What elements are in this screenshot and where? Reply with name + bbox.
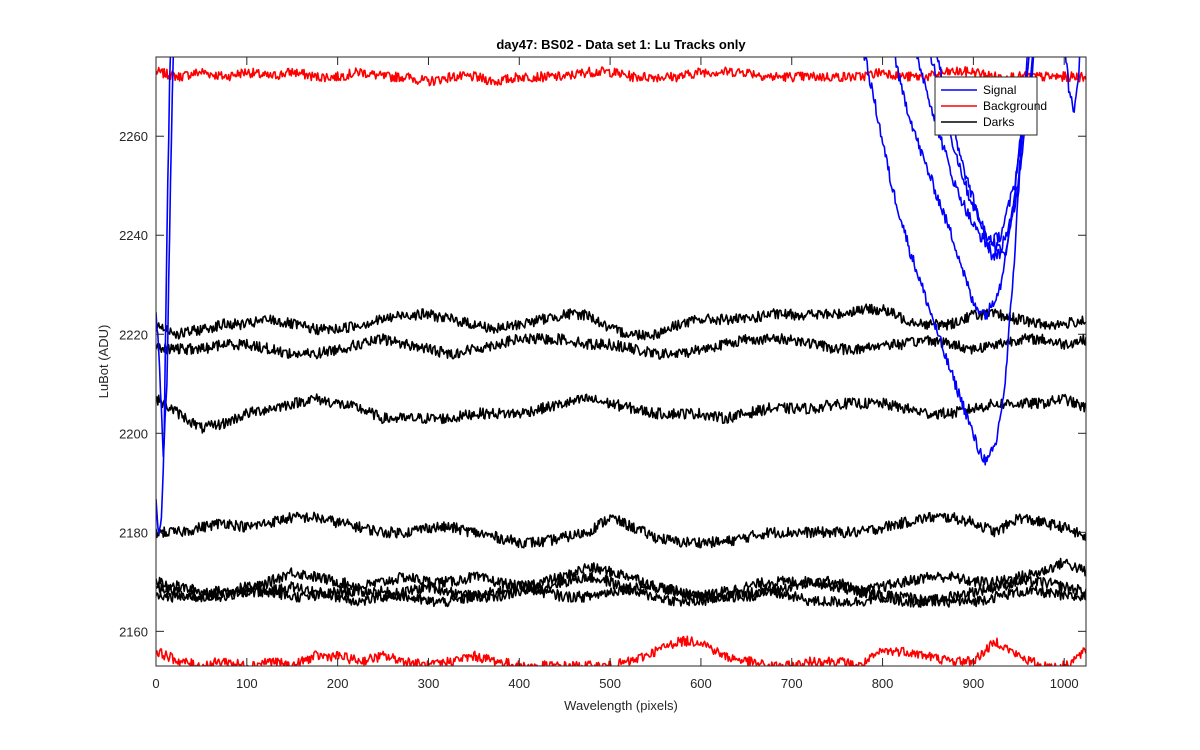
- y-tick-label: 2240: [119, 228, 148, 243]
- x-tick-label: 400: [508, 676, 530, 691]
- series-line-signal-12: [894, 57, 1029, 320]
- y-tick-label: 2260: [119, 129, 148, 144]
- series-line-darks-5: [156, 511, 1086, 549]
- x-tick-label: 500: [599, 676, 621, 691]
- series-line-signal-13: [916, 57, 1034, 250]
- series-line-darks-6: [156, 557, 1086, 602]
- y-tick-label: 2180: [119, 525, 148, 540]
- x-tick-label: 700: [781, 676, 803, 691]
- y-tick-label: 2200: [119, 426, 148, 441]
- legend-label-darks: Darks: [983, 115, 1014, 129]
- legend-label-background: Background: [983, 99, 1047, 113]
- x-tick-label: 600: [690, 676, 712, 691]
- x-tick-label: 900: [963, 676, 985, 691]
- x-tick-label: 800: [872, 676, 894, 691]
- series-line-background-0: [156, 66, 1086, 87]
- x-tick-label: 1000: [1050, 676, 1079, 691]
- y-tick-label: 2160: [119, 624, 148, 639]
- x-tick-label: 0: [152, 676, 159, 691]
- plot-area: [156, 57, 1086, 666]
- series-line-darks-4: [156, 393, 1086, 434]
- series-line-signal-11: [863, 57, 1028, 466]
- y-tick-label: 2220: [119, 327, 148, 342]
- series-line-signal-16: [1064, 57, 1081, 113]
- x-tick-label: 300: [418, 676, 440, 691]
- series-line-background-1: [156, 635, 1086, 666]
- series-layer: [156, 57, 1086, 666]
- series-line-darks-8: [156, 571, 1086, 608]
- y-axis-label: LuBot (ADU): [96, 325, 111, 399]
- legend: Signal Background Darks: [934, 76, 1047, 136]
- axes-box: [155, 56, 1087, 667]
- x-axis-label: Wavelength (pixels): [564, 698, 678, 713]
- plot-background: [156, 57, 1086, 666]
- series-line-darks-2: [156, 303, 1086, 341]
- series-line-darks-3: [156, 332, 1086, 360]
- x-tick-label: 200: [327, 676, 349, 691]
- chart-title: day47: BS02 - Data set 1: Lu Tracks only: [496, 37, 746, 52]
- axes: 0 100 200 300 400 500 600 700 800 900 1000 2160 2180…: [119, 56, 1087, 691]
- series-line-signal-10: [156, 57, 172, 535]
- series-line-signal-14: [930, 57, 1035, 254]
- x-tick-label: 100: [236, 676, 258, 691]
- legend-label-signal: Signal: [983, 83, 1016, 97]
